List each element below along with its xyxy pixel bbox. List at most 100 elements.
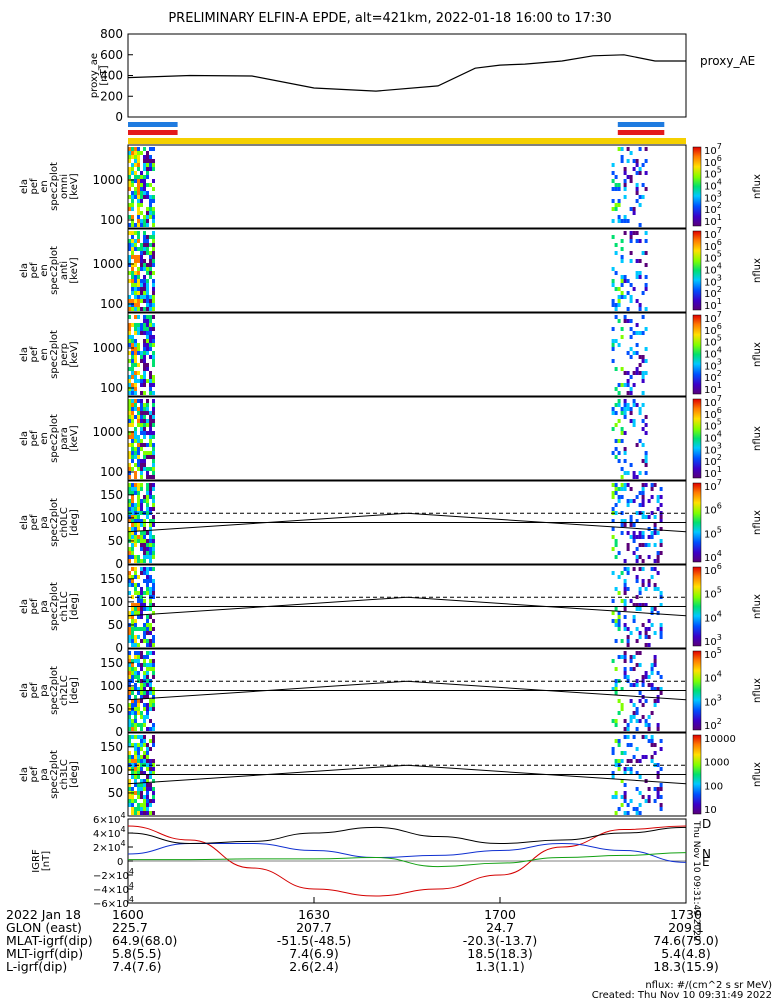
spectrogram-cell: [143, 147, 146, 151]
spectrogram-cell: [614, 511, 618, 515]
spectrogram-cell: [617, 591, 621, 595]
spectrogram-cell: [653, 583, 657, 587]
spectrogram-cell: [149, 327, 152, 331]
spectrogram-cell: [131, 343, 134, 347]
spectrogram-cell: [131, 283, 134, 287]
spectrogram-cell: [134, 323, 137, 327]
spectrogram-cell: [128, 615, 131, 619]
spectrogram-cell: [641, 543, 645, 547]
spectrogram-cell: [131, 147, 134, 151]
spectrogram-cell: [152, 763, 155, 767]
spectrogram-cell: [137, 295, 140, 299]
spectrogram-cell: [128, 295, 131, 299]
spectrogram-cell: [149, 371, 152, 375]
spectrogram-cell: [632, 619, 636, 623]
spectrogram-cell: [638, 239, 642, 243]
spectrogram-cell: [626, 159, 630, 163]
spectrogram-cell: [623, 519, 627, 523]
spectrogram-cell: [143, 495, 146, 499]
spectrogram-cell: [140, 499, 143, 503]
spectrogram-cell: [149, 387, 152, 391]
spectrogram-cell: [131, 419, 134, 423]
spectrogram-cell: [152, 595, 155, 599]
spectrogram-cell: [626, 811, 630, 815]
spectrogram-cell: [146, 811, 149, 815]
spectrogram-cell: [632, 715, 636, 719]
spectrogram-cell: [128, 719, 131, 723]
spectrogram-cell: [137, 247, 140, 251]
spectrogram-cell: [146, 619, 149, 623]
spectrogram-cell: [137, 627, 140, 631]
spectrogram-cell: [128, 463, 131, 467]
spectrogram-cell: [611, 427, 615, 431]
spectrogram-cell: [137, 791, 140, 795]
spectrogram-cell: [659, 623, 663, 627]
spectrogram-cell: [146, 339, 149, 343]
spectrogram-cell: [134, 339, 137, 343]
spectrogram-cell: [128, 435, 131, 439]
spectrogram-cell: [611, 751, 615, 755]
spectrogram-cell: [644, 251, 648, 255]
spectrogram-cell: [131, 543, 134, 547]
spectrogram-cell: [632, 755, 636, 759]
spectrogram-cell: [143, 555, 146, 559]
spectrogram-cell: [635, 231, 639, 235]
spectrogram-cell: [152, 499, 155, 503]
pitch-ylabel-line: ch0LC: [59, 507, 70, 538]
spectrogram-cell: [140, 739, 143, 743]
spectrogram-cell: [146, 195, 149, 199]
spectrogram-cell: [137, 783, 140, 787]
spectrogram-cell: [137, 747, 140, 751]
spectrogram-cell: [131, 287, 134, 291]
spectrogram-cell: [140, 571, 143, 575]
spectrogram-cell: [152, 551, 155, 555]
spectrogram-cell: [638, 699, 642, 703]
igrf-tick-label: −6×104: [93, 895, 134, 910]
spectrogram-cell: [656, 507, 660, 511]
spectrogram-cell: [611, 283, 615, 287]
pitch-ylabel-line: ela: [19, 599, 30, 614]
spectrogram-cell: [137, 771, 140, 775]
energy-panel-frame: [127, 228, 687, 313]
spectrogram-cell: [137, 215, 140, 219]
spectrogram-cell: [149, 443, 152, 447]
energy-ylabel-line: en: [39, 432, 50, 445]
spectrogram-cell: [152, 723, 155, 727]
spectrogram-cell: [149, 739, 152, 743]
spectrogram-cell: [134, 639, 137, 643]
spectrogram-cell: [623, 579, 627, 583]
spectrogram-cell: [146, 455, 149, 459]
colorbar-tick-label: 105: [704, 334, 722, 349]
spectrogram-cell: [134, 523, 137, 527]
spectrogram-cell: [128, 443, 131, 447]
spectrogram-cell: [134, 655, 137, 659]
spectrogram-cell: [152, 315, 155, 319]
spectrogram-cell: [143, 179, 146, 183]
spectrogram-cell: [128, 695, 131, 699]
spectrogram-cell: [149, 659, 152, 663]
spectrogram-cell: [134, 811, 137, 815]
spectrogram-cell: [626, 635, 630, 639]
pitch-ylabel-line: pa: [39, 600, 50, 612]
spectrogram-cell: [614, 251, 618, 255]
spectrogram-cell: [611, 359, 615, 363]
spectrogram-cell: [137, 163, 140, 167]
spectrogram-cell: [146, 431, 149, 435]
spectrogram-cell: [137, 507, 140, 511]
spectrogram-cell: [146, 363, 149, 367]
spectrogram-cell: [152, 495, 155, 499]
spectrogram-cell: [644, 675, 648, 679]
spectrogram-cell: [647, 555, 651, 559]
spectrogram-cell: [140, 243, 143, 247]
spectrogram-cell: [611, 507, 615, 511]
spectrogram-cell: [143, 363, 146, 367]
spectrogram-cell: [617, 183, 621, 187]
spectrogram-cell: [644, 231, 648, 235]
spectrogram-cell: [149, 203, 152, 207]
spectrogram-cell: [140, 419, 143, 423]
spectrogram-cell: [620, 255, 624, 259]
spectrogram-cell: [629, 391, 633, 395]
spectrogram-cell: [620, 335, 624, 339]
spectrogram-cell: [140, 375, 143, 379]
spectrogram-cell: [149, 307, 152, 311]
